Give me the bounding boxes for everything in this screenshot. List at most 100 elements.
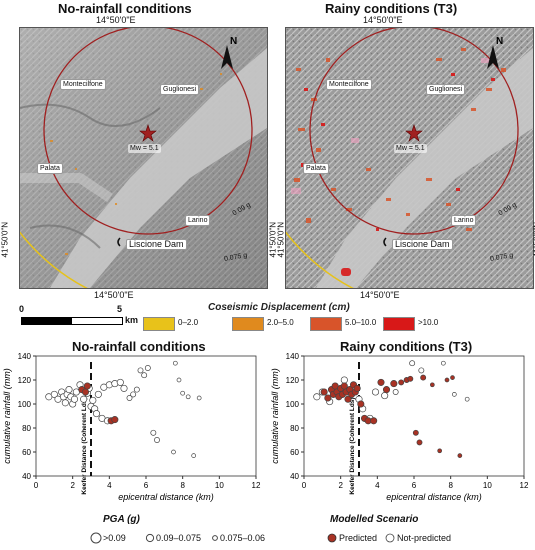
plot-frame <box>303 355 525 477</box>
not-predicted-point <box>196 395 202 401</box>
x-tick-label: 4 <box>107 481 112 490</box>
right-scatter-chart: 40 60 80 100 120 140 0 2 4 6 8 10 12 epicentral dista… <box>270 352 529 502</box>
x-tick-label: 8 <box>180 481 185 490</box>
pga-legend-label: 0.09–0.075 <box>156 533 202 543</box>
right-place-label: Larino <box>451 215 477 226</box>
not-predicted-point <box>371 388 380 396</box>
pga-legend-label: 0.075–0.06 <box>220 533 266 543</box>
not-predicted-point <box>440 360 446 366</box>
predicted-point <box>353 384 361 392</box>
not-predicted-symbol <box>385 533 395 543</box>
not-predicted-point <box>116 378 124 386</box>
right-top-longitude: 14°50'0"E <box>363 15 403 25</box>
predicted-point <box>83 382 91 390</box>
predicted-point <box>320 388 328 396</box>
not-predicted-point <box>313 393 321 401</box>
not-predicted-point <box>120 384 128 392</box>
not-predicted-point <box>392 389 399 395</box>
x-tick-label: 12 <box>252 481 261 490</box>
x-tick-label: 6 <box>412 481 417 490</box>
y-tick-label: 100 <box>18 400 32 409</box>
left-latitude-label: 41°50'0"N <box>0 221 10 258</box>
y-tick-label: 100 <box>286 400 300 409</box>
not-predicted-point <box>451 392 457 397</box>
pga-symbol-large <box>90 532 102 544</box>
predicted-point <box>398 379 405 386</box>
left-place-label: Palata <box>37 163 63 174</box>
legend-swatch <box>310 317 342 331</box>
not-predicted-point <box>133 386 140 393</box>
legend-label: 5.0–10.0 <box>345 318 377 327</box>
not-predicted-point <box>130 391 137 398</box>
keefer-label: Keefer Distance (Coherent Lds) <box>349 397 356 494</box>
pga-legend-symbols <box>90 532 218 544</box>
x-tick-label: 8 <box>448 481 453 490</box>
y-tick-label: 80 <box>290 424 299 433</box>
y-tick-label: 140 <box>18 352 32 361</box>
right-place-label: Montecilfone <box>326 79 372 90</box>
x-tick-label: 0 <box>34 481 39 490</box>
scale-zero: 0 <box>19 304 25 314</box>
left-bottom-longitude: 14°50'0"E <box>94 290 134 300</box>
pga-legend-label: >0.09 <box>103 533 126 543</box>
not-predicted-point <box>92 410 101 418</box>
x-axis-label: epicentral distance (km) <box>118 492 214 502</box>
predicted-point <box>429 382 435 388</box>
y-tick-label: 40 <box>290 472 299 481</box>
x-axis-label: epicentral distance (km) <box>386 492 482 502</box>
y-tick-label: 40 <box>22 472 31 481</box>
pga-legend-title: PGA (g) <box>103 514 140 525</box>
middle-latitude-label-b: 41°50'0"N <box>276 221 286 258</box>
predicted-point <box>357 400 365 408</box>
x-tick-label: 12 <box>520 481 529 490</box>
legend-swatch <box>383 317 415 331</box>
y-tick-label: 120 <box>286 376 300 385</box>
predicted-point <box>382 386 391 394</box>
predicted-point <box>324 394 332 402</box>
y-tick-label: 80 <box>22 424 31 433</box>
predicted-point <box>412 429 419 436</box>
right-north-label: N <box>496 36 503 47</box>
right-magnitude-label: Mw = 5.1 <box>394 144 427 153</box>
right-map-canvas: N <box>286 28 533 288</box>
left-dam-label: Liscione Dam <box>126 239 187 250</box>
y-axis-label: cumulative rainfall (mm) <box>270 368 280 464</box>
y-tick-label: 60 <box>290 448 299 457</box>
not-predicted-point <box>176 377 182 383</box>
legend-title: Coseismic Displacement (cm) <box>208 302 350 313</box>
not-predicted-point <box>180 390 186 396</box>
not-predicted-point <box>144 365 151 371</box>
predicted-symbol <box>327 533 337 543</box>
not-predicted-point <box>381 392 389 400</box>
predicted-point <box>444 377 450 383</box>
predicted-point <box>416 439 423 446</box>
left-north-label: N <box>230 36 237 47</box>
right-bottom-longitude: 14°50'0"E <box>360 290 400 300</box>
predicted-point <box>81 388 90 396</box>
not-predicted-point <box>50 390 58 398</box>
y-tick-label: 60 <box>22 448 31 457</box>
legend-swatch <box>232 317 264 331</box>
legend-label: 0–2.0 <box>178 318 199 327</box>
predicted-point <box>437 448 443 454</box>
not-predicted-point <box>409 360 416 367</box>
not-predicted-point <box>89 396 97 404</box>
not-predicted-point <box>141 372 148 379</box>
not-predicted-point <box>172 360 178 366</box>
legend-swatch <box>143 317 175 331</box>
predicted-point <box>377 378 385 386</box>
pga-symbol-medium <box>145 533 155 543</box>
left-map-canvas: N <box>20 28 267 288</box>
model-legend-title: Modelled Scenario <box>330 514 419 525</box>
not-predicted-point <box>418 367 425 374</box>
y-axis-label: cumulative rainfall (mm) <box>2 368 12 464</box>
left-map: N Montecilfone Guglionesi Palata Larino … <box>19 27 268 289</box>
model-legend-label: Predicted <box>339 533 378 543</box>
not-predicted-point <box>80 395 88 403</box>
not-predicted-point <box>185 394 191 400</box>
right-place-label: Palata <box>303 163 329 174</box>
scale-bar-segment <box>22 318 72 324</box>
not-predicted-point <box>150 429 157 436</box>
right-map-title: Rainy conditions (T3) <box>325 1 458 16</box>
y-tick-label: 140 <box>286 352 300 361</box>
